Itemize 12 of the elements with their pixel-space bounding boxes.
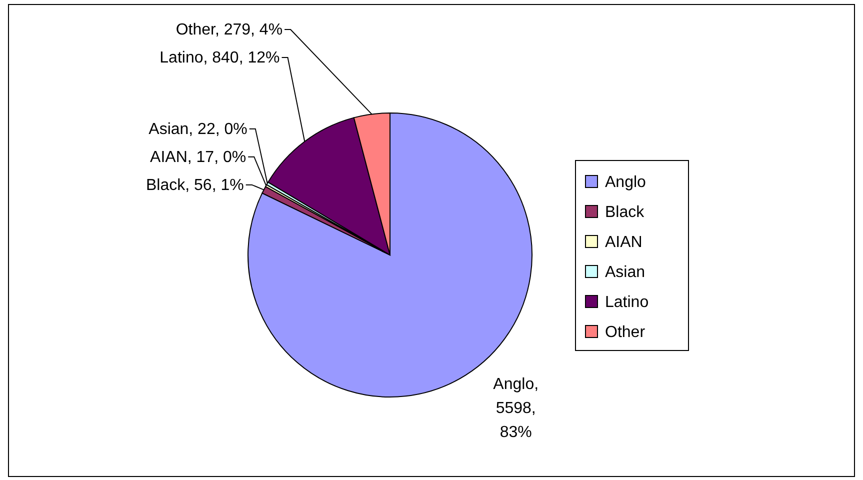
legend-label: Latino [605, 294, 649, 311]
legend-label: Black [605, 204, 646, 221]
data-label: Latino, 840, 12% [160, 50, 280, 67]
legend-label: AIAN [605, 234, 642, 251]
data-label: Other, 279, 4% [176, 22, 283, 39]
legend-label: Other [605, 324, 646, 341]
legend-label: Anglo [605, 174, 646, 191]
data-label: AIAN, 17, 0% [150, 148, 246, 166]
data-label: Asian, 22, 0% [148, 120, 248, 138]
data-label: Anglo, 5598, 83% [493, 376, 539, 441]
data-label: Black, 56, 1% [146, 176, 244, 194]
legend-label: Asian [605, 264, 646, 281]
